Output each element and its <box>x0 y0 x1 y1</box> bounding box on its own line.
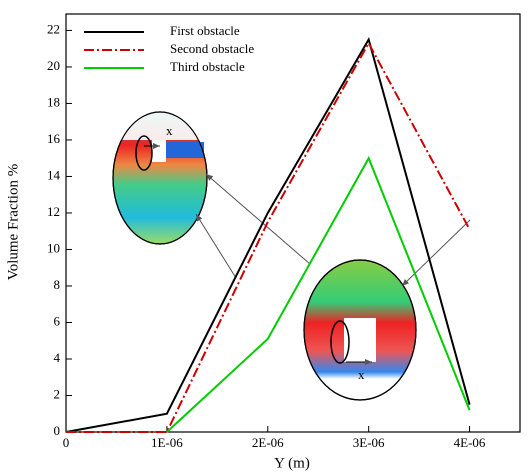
y-tick-label: 16 <box>47 131 61 146</box>
annotation: x <box>166 123 173 138</box>
y-tick-label: 2 <box>54 386 61 401</box>
series-line <box>66 41 471 433</box>
legend-label: Third obstacle <box>170 59 245 74</box>
annotation: x <box>358 367 365 382</box>
y-tick-label: 6 <box>54 313 61 328</box>
x-tick-label: 1E-06 <box>151 435 183 450</box>
inset-right <box>303 259 417 401</box>
y-tick-label: 12 <box>47 204 60 219</box>
series-line <box>65 36 471 433</box>
x-tick-label: 3E-06 <box>353 435 385 450</box>
y-axis-label: Volume Fraction % <box>5 164 21 280</box>
x-axis-label: Y (m) <box>274 455 310 471</box>
plot-frame <box>65 13 521 433</box>
y-tick-label: 18 <box>47 94 60 109</box>
inset-left <box>112 111 208 245</box>
y-tick-label: 4 <box>54 350 61 365</box>
y-tick-label: 0 <box>54 423 61 438</box>
y-tick-label: 20 <box>47 58 60 73</box>
legend-label: First obstacle <box>170 23 240 38</box>
x-tick-label: 4E-06 <box>454 435 486 450</box>
x-tick-label: 2E-06 <box>252 435 284 450</box>
arrows <box>195 173 471 287</box>
legend-label: Second obstacle <box>170 41 254 56</box>
y-tick-label: 8 <box>54 277 61 292</box>
y-tick-label: 22 <box>47 21 60 36</box>
y-tick-label: 14 <box>47 167 61 182</box>
y-tick-label: 10 <box>47 240 60 255</box>
x-tick-label: 0 <box>63 435 70 450</box>
series-line <box>166 155 471 433</box>
